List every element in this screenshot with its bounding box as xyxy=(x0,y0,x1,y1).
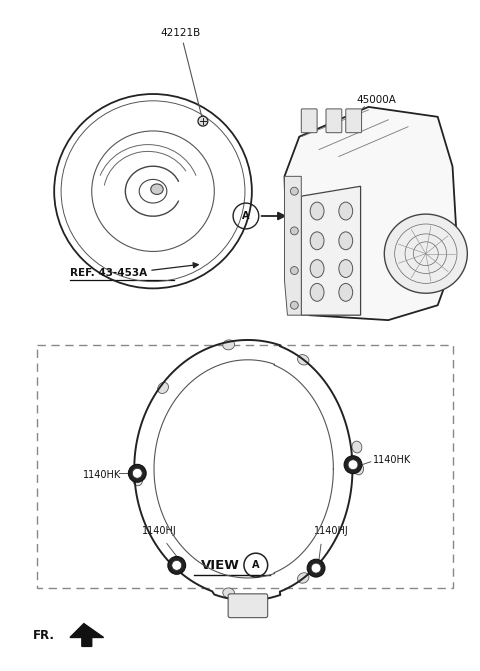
Text: 45000A: 45000A xyxy=(357,95,396,105)
Text: 1140HK: 1140HK xyxy=(83,470,121,480)
Circle shape xyxy=(168,556,186,574)
FancyBboxPatch shape xyxy=(228,594,268,617)
Circle shape xyxy=(290,187,298,195)
Circle shape xyxy=(290,266,298,274)
Text: 1140HK: 1140HK xyxy=(373,455,411,465)
Text: A: A xyxy=(242,211,250,221)
Circle shape xyxy=(198,116,208,126)
Ellipse shape xyxy=(310,202,324,220)
Circle shape xyxy=(311,563,321,573)
Ellipse shape xyxy=(339,260,353,278)
Circle shape xyxy=(132,468,142,478)
Text: REF. 43-453A: REF. 43-453A xyxy=(70,268,147,278)
Ellipse shape xyxy=(298,573,309,583)
FancyBboxPatch shape xyxy=(301,109,317,133)
Circle shape xyxy=(307,559,325,577)
Ellipse shape xyxy=(339,283,353,301)
Ellipse shape xyxy=(310,283,324,301)
Ellipse shape xyxy=(352,441,362,453)
Ellipse shape xyxy=(339,202,353,220)
Ellipse shape xyxy=(132,474,143,486)
Circle shape xyxy=(172,560,182,570)
Text: VIEW: VIEW xyxy=(201,558,240,572)
Circle shape xyxy=(290,227,298,235)
Circle shape xyxy=(290,301,298,309)
Ellipse shape xyxy=(298,354,309,365)
Text: A: A xyxy=(252,560,260,570)
Polygon shape xyxy=(285,176,301,315)
Text: 1140HJ: 1140HJ xyxy=(313,527,348,536)
Ellipse shape xyxy=(158,382,168,393)
Bar xyxy=(37,345,453,588)
Circle shape xyxy=(344,456,362,474)
Polygon shape xyxy=(70,623,104,646)
Ellipse shape xyxy=(310,260,324,278)
FancyBboxPatch shape xyxy=(346,109,361,133)
Ellipse shape xyxy=(384,214,468,293)
Text: 1140HJ: 1140HJ xyxy=(142,525,176,535)
Ellipse shape xyxy=(310,232,324,250)
Ellipse shape xyxy=(339,232,353,250)
Circle shape xyxy=(348,460,358,470)
Text: 42121B: 42121B xyxy=(161,28,202,119)
Ellipse shape xyxy=(223,340,235,350)
Text: FR.: FR. xyxy=(33,629,54,642)
Polygon shape xyxy=(301,187,360,315)
FancyBboxPatch shape xyxy=(326,109,342,133)
Ellipse shape xyxy=(223,588,235,598)
Polygon shape xyxy=(285,107,457,320)
Circle shape xyxy=(128,464,146,482)
Ellipse shape xyxy=(151,184,163,195)
Ellipse shape xyxy=(354,463,363,475)
